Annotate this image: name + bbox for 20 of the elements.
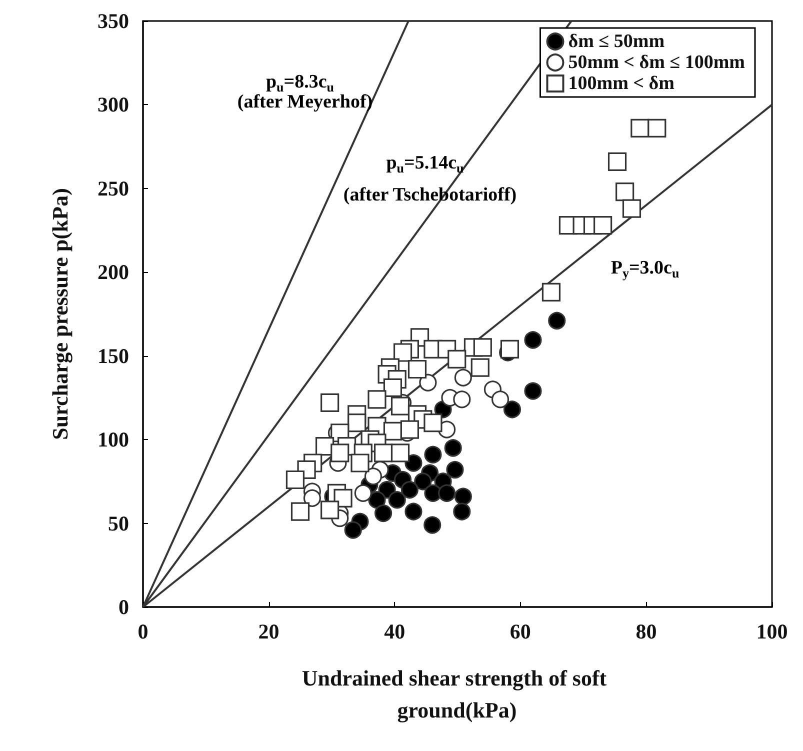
x-tick-label: 0 xyxy=(138,620,148,644)
legend-label: δm ≤ 50mm xyxy=(568,31,665,52)
y-axis-title: Surcharge pressure p(kPa) xyxy=(48,188,72,440)
y-tick-label: 150 xyxy=(98,344,129,368)
x-tick-label: 80 xyxy=(636,620,657,644)
y-tick-label: 50 xyxy=(108,511,129,536)
y-tick-label: 350 xyxy=(98,9,129,33)
x-axis-title: Undrained shear strength of soft ground(kPa) xyxy=(302,666,612,722)
y-tick-label: 100 xyxy=(98,428,129,452)
annotation: (after Meyerhof) xyxy=(237,92,373,112)
legend-label: 50mm < δm ≤ 100mm xyxy=(568,52,746,73)
y-tick-label: 300 xyxy=(98,92,129,117)
y-tick-label: 0 xyxy=(118,595,129,619)
legend-label: 100mm < δm xyxy=(568,73,675,94)
y-tick-label: 250 xyxy=(98,176,129,200)
y-tick-label: 200 xyxy=(98,260,129,284)
x-tick-label: 60 xyxy=(510,620,531,644)
x-tick-label: 20 xyxy=(258,620,280,644)
x-tick-label: 100 xyxy=(756,620,788,644)
x-tick-label: 40 xyxy=(384,620,406,644)
